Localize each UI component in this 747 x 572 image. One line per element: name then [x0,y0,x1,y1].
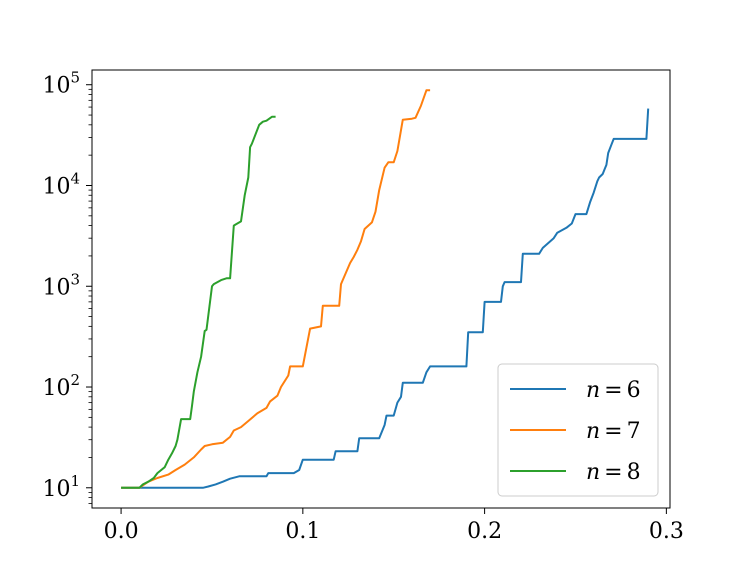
y-tick-base: 10 [42,174,70,199]
legend-label-n7: n = 7 [586,419,641,444]
y-tick-base: 10 [42,376,70,401]
y-tick-exponent: 5 [70,69,80,87]
y-tick-base: 10 [42,74,70,99]
y-tick-label: 102 [42,371,80,401]
series-line-n8 [121,115,276,489]
y-tick-base: 10 [42,275,70,300]
x-axis: 0.0 0.1 0.2 0.3 [104,508,684,544]
y-tick-label: 101 [42,472,80,502]
y-tick-label: 105 [42,69,80,99]
x-tick-label: 0.3 [649,519,684,544]
series-lines [121,89,650,489]
x-tick-label: 0.0 [104,519,139,544]
series-line-n6 [121,108,650,489]
x-tick-label: 0.1 [285,519,320,544]
y-tick-exponent: 1 [70,472,80,490]
y-tick-label: 103 [42,270,80,300]
plot-frame [91,69,671,509]
y-tick-exponent: 3 [70,270,80,288]
y-tick-base: 10 [42,477,70,502]
y-tick-exponent: 4 [70,169,80,187]
legend-label-n8: n = 8 [586,460,641,485]
x-tick-label: 0.2 [467,519,502,544]
y-tick-exponent: 2 [70,371,80,389]
legend: n = 6 n = 7 n = 8 [497,363,659,497]
legend-box [497,363,659,497]
series-line-n7 [121,89,431,489]
y-tick-label: 104 [42,169,80,199]
legend-label-n6: n = 6 [586,378,641,403]
